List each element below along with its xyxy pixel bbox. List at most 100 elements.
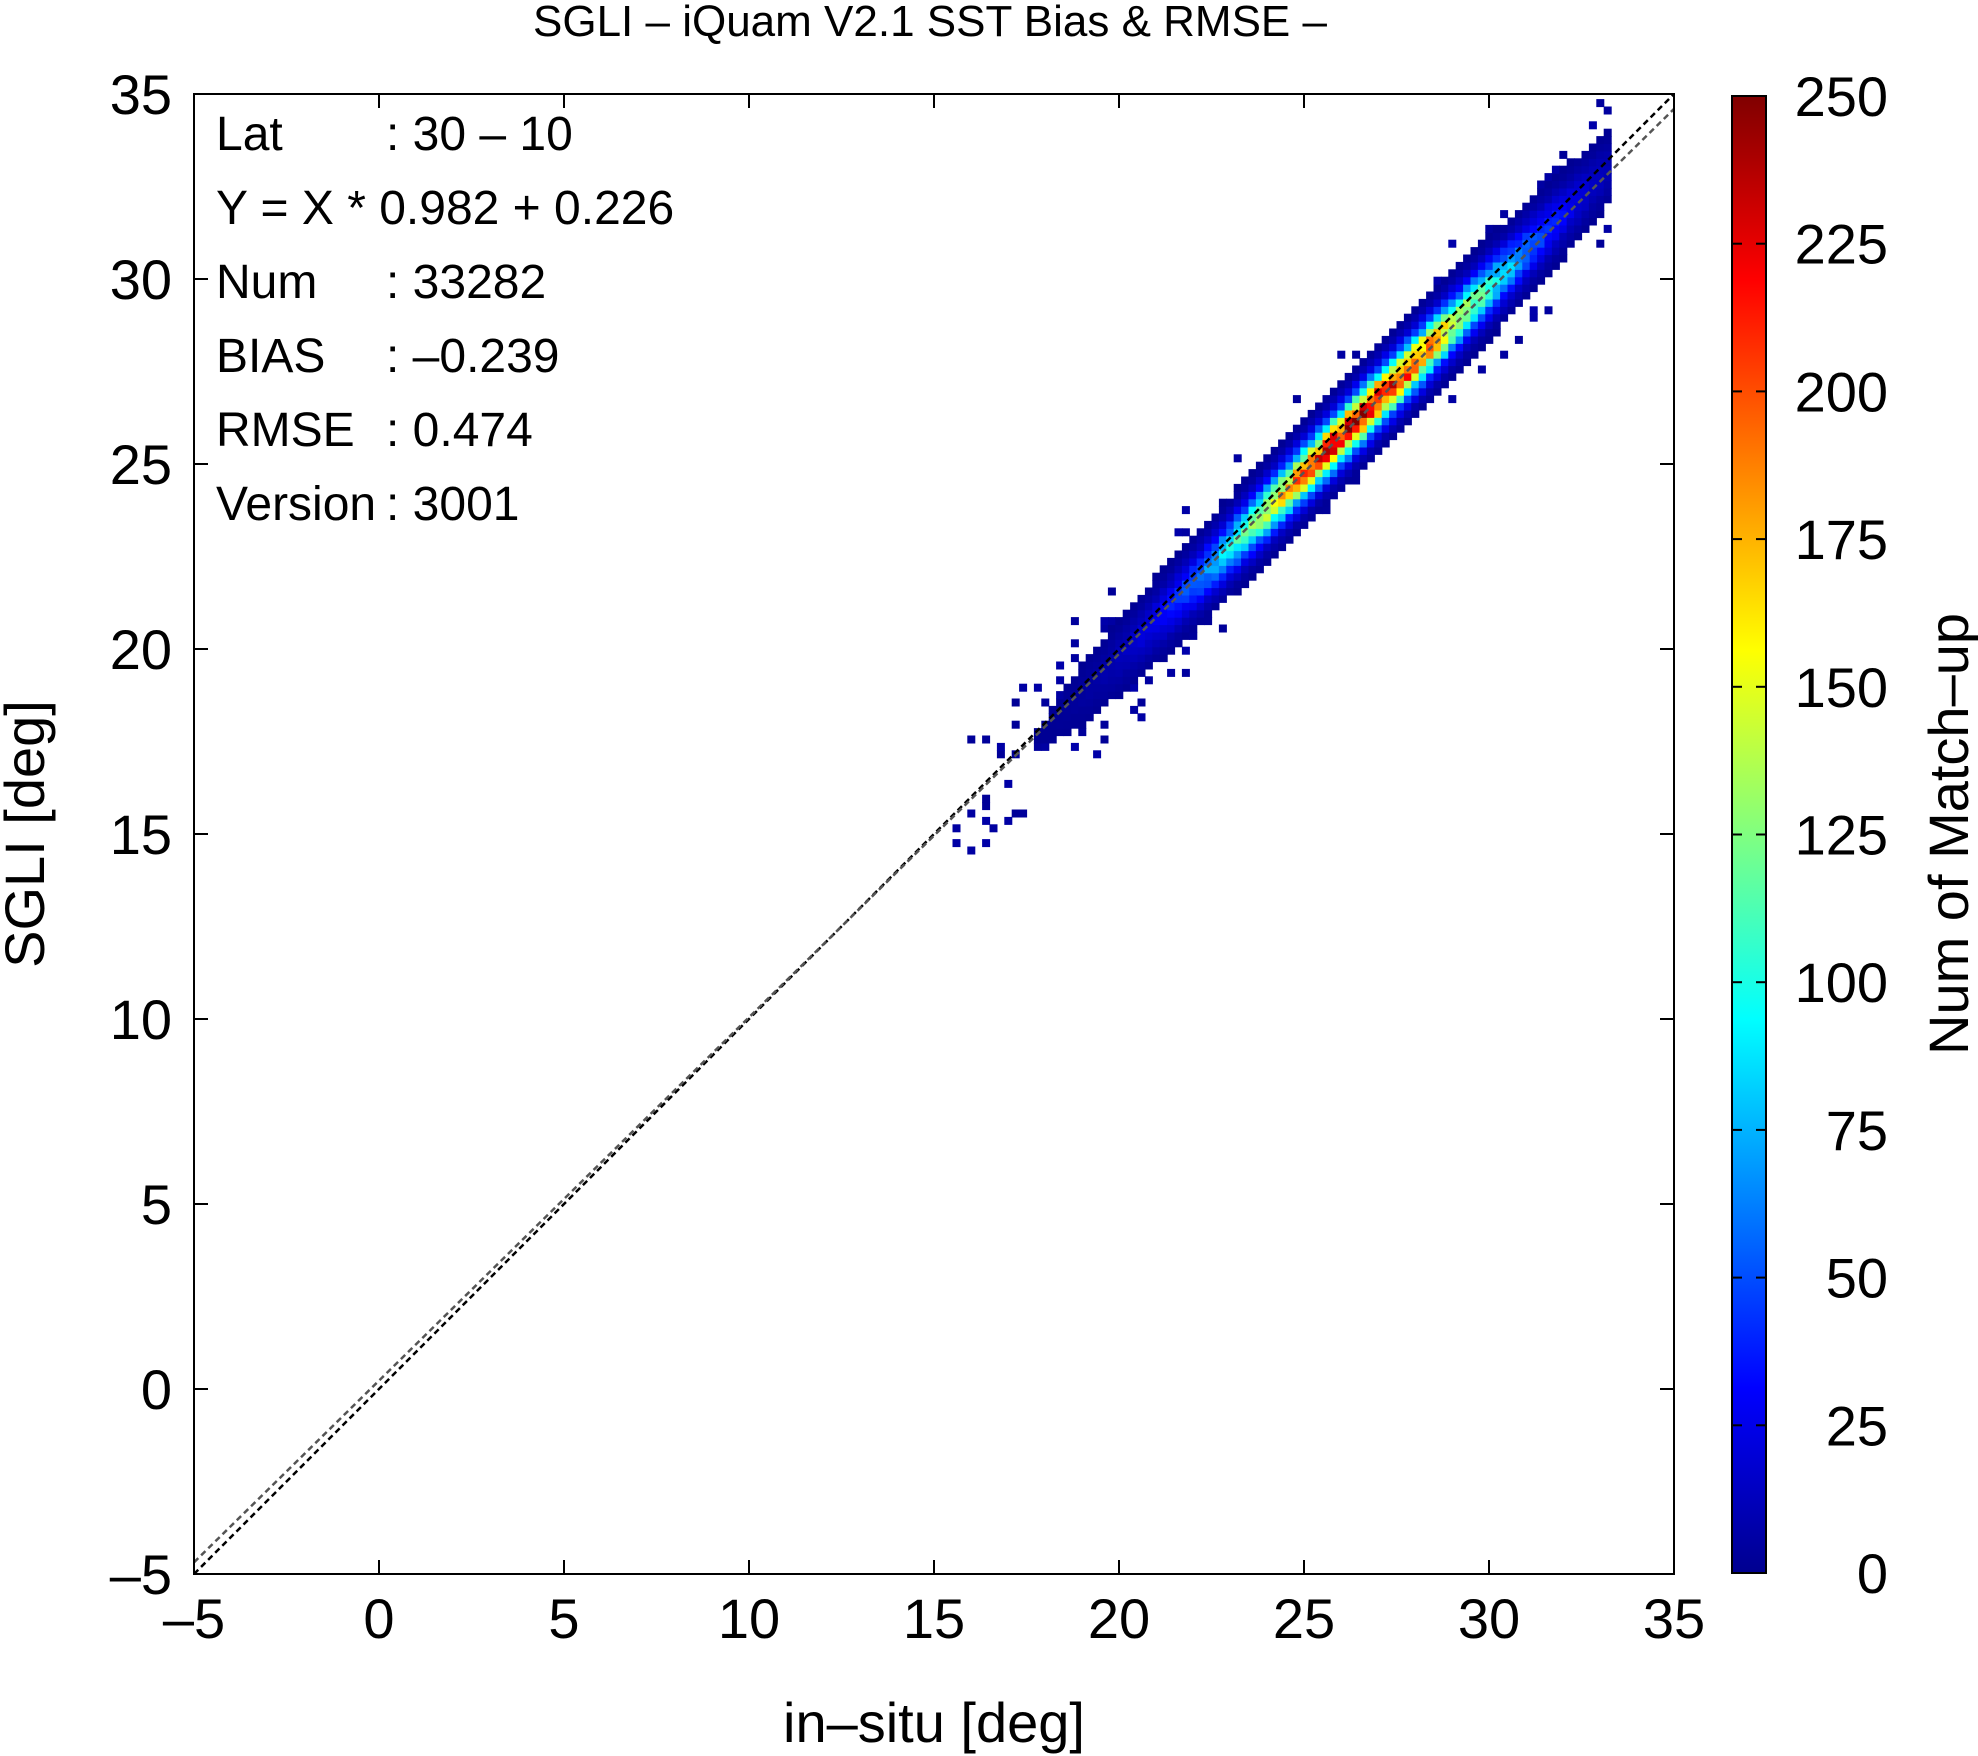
density-cell <box>1137 602 1146 611</box>
density-cell <box>1352 424 1361 433</box>
density-cell <box>1485 232 1494 241</box>
stats-key: RMSE <box>216 404 355 457</box>
density-cell <box>1403 343 1412 352</box>
density-cell <box>1204 557 1213 566</box>
density-cell <box>1233 491 1242 500</box>
density-cell <box>1352 417 1361 426</box>
density-cell <box>1396 343 1405 352</box>
density-cell <box>1507 298 1516 307</box>
density-cell <box>1566 232 1575 241</box>
density-cell <box>1514 254 1523 263</box>
density-cell <box>1559 150 1568 159</box>
density-cell <box>1322 498 1331 507</box>
density-cell <box>1285 461 1294 470</box>
density-cell <box>1603 165 1612 174</box>
density-cell <box>1315 432 1324 441</box>
density-cell <box>1522 247 1531 256</box>
density-cell <box>1433 321 1442 330</box>
density-cell <box>1263 535 1272 544</box>
density-cell <box>1359 439 1368 448</box>
density-cell <box>1374 402 1383 411</box>
density-cell <box>1581 165 1590 174</box>
density-cell <box>1418 365 1427 374</box>
density-cell <box>967 809 976 818</box>
density-cell <box>1440 306 1449 315</box>
density-cell <box>1329 402 1338 411</box>
density-cell <box>1352 409 1361 418</box>
density-cell <box>1204 565 1213 574</box>
density-cell <box>1492 313 1501 322</box>
density-cell <box>1048 705 1057 714</box>
density-cell <box>1551 202 1560 211</box>
density-cell <box>1181 602 1190 611</box>
density-cell <box>1292 439 1301 448</box>
density-cell <box>1226 572 1235 581</box>
density-cell <box>1174 594 1183 603</box>
density-cell <box>1500 210 1509 219</box>
density-cell <box>1448 291 1457 300</box>
density-cell <box>1063 728 1072 737</box>
density-cell <box>1492 224 1501 233</box>
density-cell <box>1381 350 1390 359</box>
density-cell <box>1411 380 1420 389</box>
density-cell <box>1278 513 1287 522</box>
density-cell <box>1551 210 1560 219</box>
density-cell <box>1566 239 1575 248</box>
density-cell <box>1337 454 1346 463</box>
density-cell <box>1374 350 1383 359</box>
density-cell <box>1181 646 1190 655</box>
density-cell <box>1048 713 1057 722</box>
density-cell <box>1204 594 1213 603</box>
density-cell <box>1248 550 1257 559</box>
density-cell <box>1167 594 1176 603</box>
density-cell <box>1189 602 1198 611</box>
density-cell <box>1011 809 1020 818</box>
density-cell <box>1566 187 1575 196</box>
density-cell <box>1544 261 1553 270</box>
density-cell <box>1292 491 1301 500</box>
density-cell <box>1396 424 1405 433</box>
density-cell <box>1500 276 1509 285</box>
density-cell <box>1270 461 1279 470</box>
density-cell <box>1426 291 1435 300</box>
density-cell <box>1418 358 1427 367</box>
density-cell <box>1137 698 1146 707</box>
density-cell <box>1588 195 1597 204</box>
density-cell <box>1559 165 1568 174</box>
density-cell <box>1477 261 1486 270</box>
density-cell <box>1588 180 1597 189</box>
density-cell <box>1152 580 1161 589</box>
density-cell <box>1056 676 1065 685</box>
density-cell <box>1588 165 1597 174</box>
density-cell <box>1070 742 1079 751</box>
density-cell <box>1329 454 1338 463</box>
density-cell <box>1352 454 1361 463</box>
density-cell <box>1374 446 1383 455</box>
density-cell <box>1063 698 1072 707</box>
density-cell <box>1455 321 1464 330</box>
density-cell <box>1181 506 1190 515</box>
density-cell <box>1522 202 1531 211</box>
density-cell <box>1130 602 1139 611</box>
density-cell <box>1174 624 1183 633</box>
density-cell <box>1181 565 1190 574</box>
density-cell <box>1418 306 1427 315</box>
density-cell <box>1070 691 1079 700</box>
density-cell <box>1470 343 1479 352</box>
density-cell <box>1233 528 1242 537</box>
density-cell <box>1403 313 1412 322</box>
density-cell <box>1337 350 1346 359</box>
density-cell <box>1403 321 1412 330</box>
density-cell <box>1211 602 1220 611</box>
density-cell <box>1048 728 1057 737</box>
density-cell <box>1226 580 1235 589</box>
density-cell <box>1329 395 1338 404</box>
density-cell <box>1344 417 1353 426</box>
density-cell <box>1566 195 1575 204</box>
density-cell <box>1174 587 1183 596</box>
density-cell <box>1218 550 1227 559</box>
density-cell <box>982 794 991 803</box>
density-cell <box>1218 594 1227 603</box>
density-cell <box>1137 661 1146 670</box>
density-cell <box>1255 543 1264 552</box>
